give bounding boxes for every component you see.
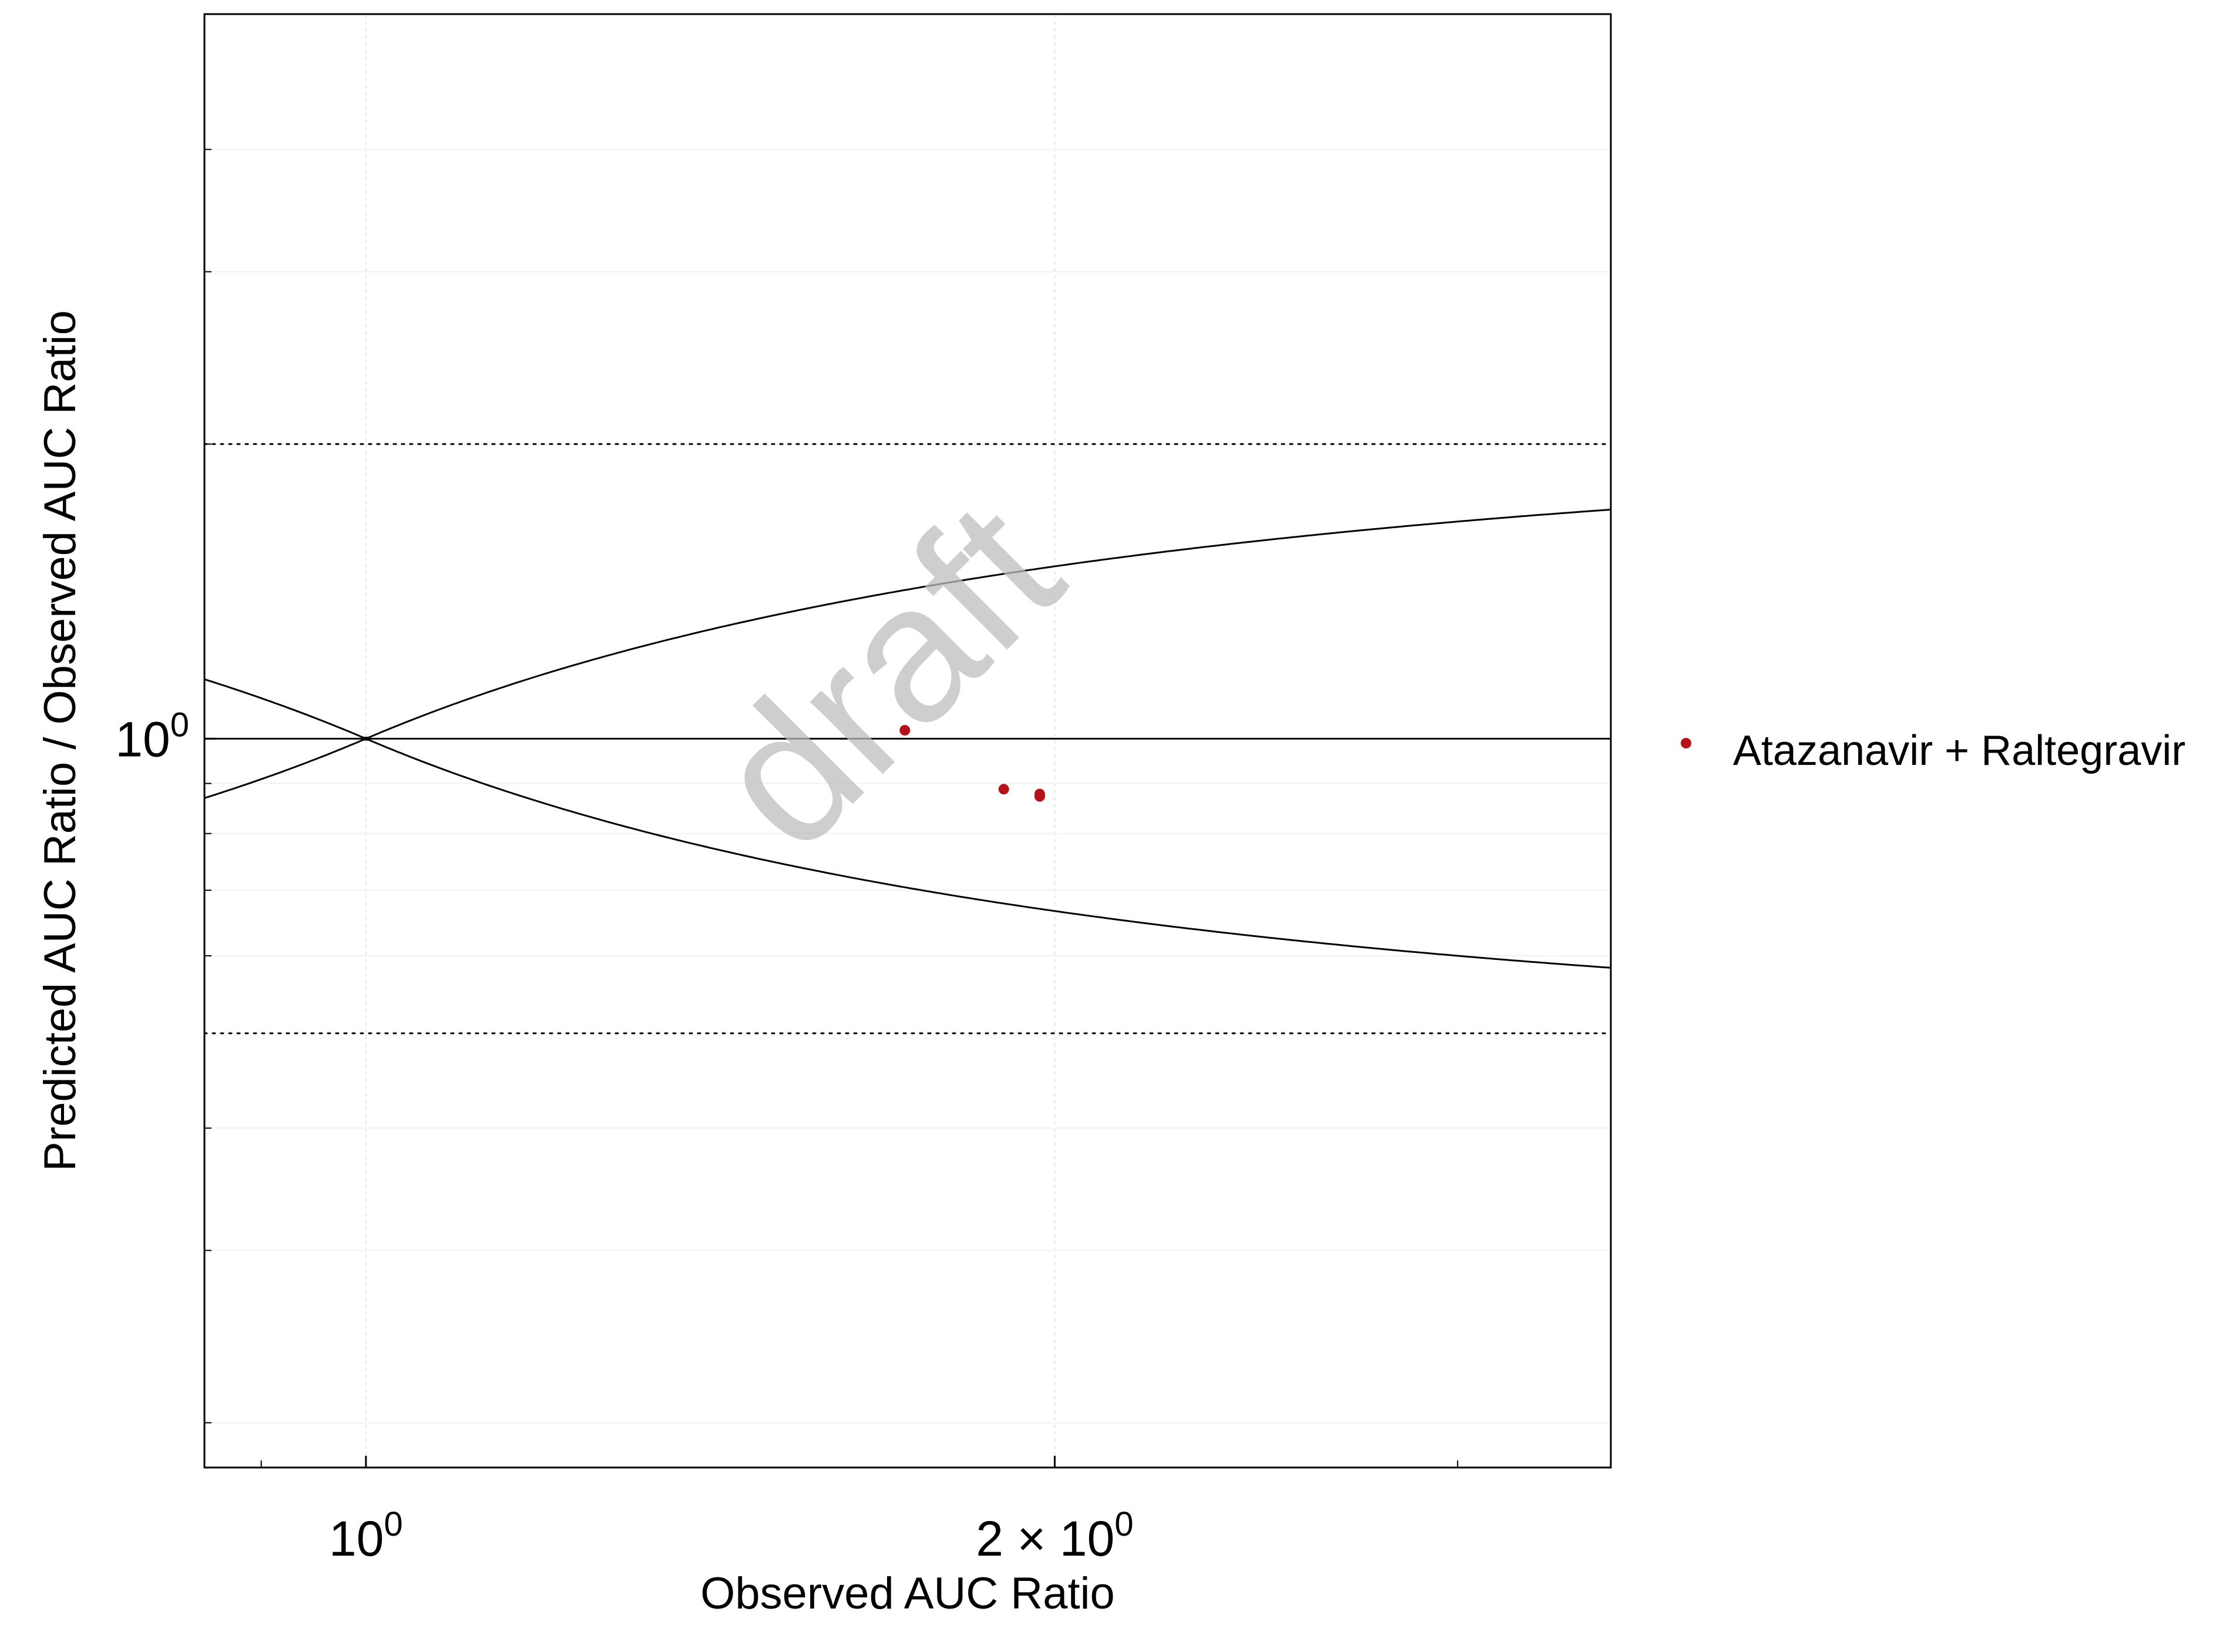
x-tick-label: 2 × 100	[976, 1505, 1133, 1566]
tick-labels: 100 2 × 100 100	[115, 706, 1133, 1566]
data-point	[1034, 791, 1045, 802]
axis-ticks	[204, 149, 1459, 1468]
y-axis-title: Predicted AUC Ratio / Observed AUC Ratio	[35, 310, 85, 1171]
lower-limit-curve	[204, 738, 1611, 969]
reference-lines	[203, 443, 1612, 1035]
x-tick-label: 100	[329, 1505, 403, 1566]
guest-limit-curves	[204, 508, 1611, 969]
x-axis-title: Observed AUC Ratio	[700, 1569, 1114, 1619]
data-point	[899, 725, 911, 736]
data-points	[899, 725, 1045, 802]
upper-limit-curve	[204, 508, 1611, 739]
data-point	[998, 784, 1009, 795]
legend: Atazanavir + Raltegravir	[1681, 727, 2185, 774]
grid	[204, 14, 1611, 1468]
draft-watermark: draft	[673, 461, 1101, 889]
plot-frame	[203, 13, 1612, 1469]
legend-label: Atazanavir + Raltegravir	[1733, 727, 2185, 774]
y-tick-label: 100	[115, 706, 189, 767]
legend-marker	[1681, 738, 1691, 748]
